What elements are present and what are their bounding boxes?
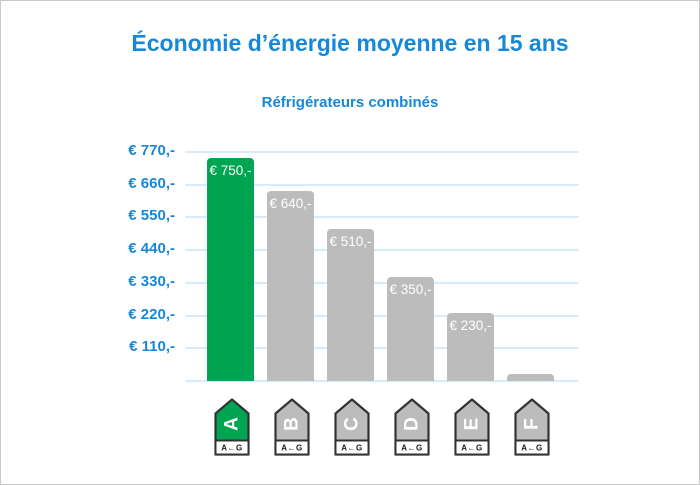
y-tick-label: € 330,- — [128, 273, 175, 290]
gridline — [185, 315, 579, 317]
page-title: Économie d’énergie moyenne en 15 ans — [131, 30, 569, 56]
energy-scale-strip — [214, 439, 250, 456]
energy-label-icon-d: D A←G — [394, 398, 430, 456]
energy-scale-text: A←G — [461, 444, 483, 453]
energy-label-icon-b: B A←G — [274, 398, 310, 456]
energy-scale-text: A←G — [401, 444, 423, 453]
bar-value-label — [507, 374, 554, 379]
bar-f — [507, 374, 554, 381]
bar-d: € 350,- — [387, 277, 434, 381]
energy-scale-strip — [454, 439, 490, 456]
bar-b: € 640,- — [267, 191, 314, 381]
plot-area: € 750,- € 640,- € 510,- € 350,- € 230,- — [185, 151, 579, 382]
y-tick-label: € 440,- — [128, 240, 175, 257]
y-tick-label: € 550,- — [128, 207, 175, 224]
y-tick-label: € 770,- — [128, 142, 175, 159]
gridline — [185, 249, 579, 251]
energy-class-letter: C — [342, 417, 363, 431]
energy-class-letter: E — [462, 418, 483, 431]
energy-scale-text: A←G — [521, 444, 543, 453]
energy-scale-text: A←G — [281, 444, 303, 453]
bar-c: € 510,- — [327, 229, 374, 381]
y-tick-label: € 110,- — [129, 338, 175, 355]
bar-value-label: € 510,- — [329, 234, 372, 249]
energy-label-icon-c: C A←G — [334, 398, 370, 456]
bar-value-label: € 640,- — [269, 196, 312, 211]
energy-scale-strip — [514, 439, 550, 456]
bar-e: € 230,- — [447, 313, 494, 381]
bar-a: € 750,- — [207, 158, 254, 381]
energy-class-letter: D — [402, 417, 423, 431]
energy-scale-text: A←G — [341, 444, 363, 453]
gridline-baseline — [185, 380, 579, 382]
y-tick-label: € 220,- — [128, 306, 175, 323]
energy-class-letter: F — [522, 418, 543, 430]
gridline — [185, 347, 579, 349]
bar-value-label: € 750,- — [209, 163, 252, 178]
energy-class-letter: A — [222, 417, 243, 431]
energy-scale-strip — [334, 439, 370, 456]
energy-scale-text: A←G — [221, 444, 243, 453]
gridline — [185, 184, 579, 186]
energy-class-letter: B — [282, 417, 303, 431]
energy-scale-strip — [394, 439, 430, 456]
energy-label-icon-e: E A←G — [454, 398, 490, 456]
gridline — [185, 282, 579, 284]
energy-label-icon-f: F A←G — [514, 398, 550, 456]
y-tick-label: € 660,- — [128, 175, 175, 192]
bar-value-label: € 350,- — [389, 282, 432, 297]
energy-scale-strip — [274, 439, 310, 456]
gridline — [185, 151, 579, 153]
energy-label-icon-a: A A←G — [214, 398, 250, 456]
gridline — [185, 216, 579, 218]
bar-value-label: € 230,- — [449, 318, 492, 333]
chart-subtitle: Réfrigérateurs combinés — [261, 94, 439, 111]
